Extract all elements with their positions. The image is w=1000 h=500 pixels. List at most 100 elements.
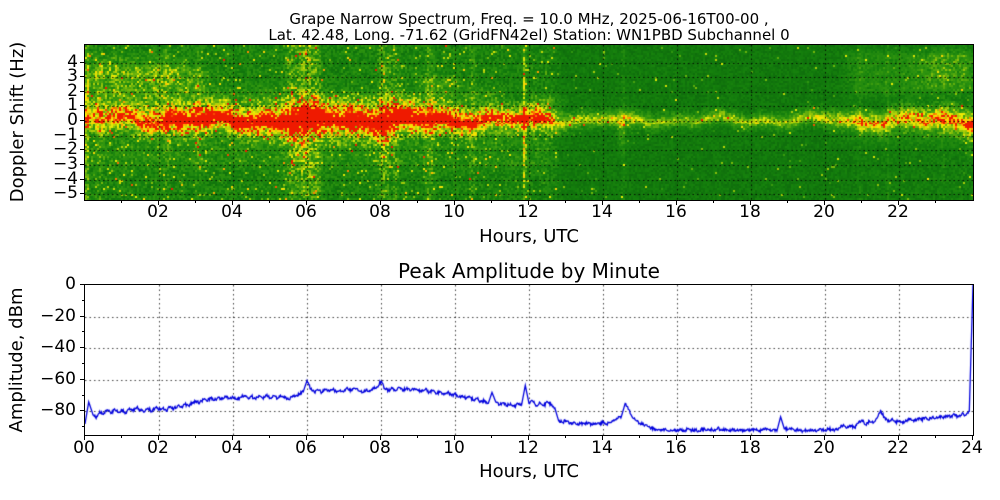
spectrogram-xtick-mark — [380, 201, 381, 205]
amplitude-xtick-mark — [232, 436, 233, 440]
spectrogram-xminortick-mark — [417, 201, 418, 203]
spectrogram-ytick-mark — [80, 91, 84, 92]
spectrogram-ytick-mark — [80, 62, 84, 63]
spectrogram-xtick-label: 08 — [369, 202, 391, 222]
spectrogram-ytick-mark — [80, 149, 84, 150]
amplitude-xtick-mark — [306, 436, 307, 440]
spectrogram-xtick-label: 04 — [221, 202, 243, 222]
spectrogram-ytick-label: 1 — [67, 95, 78, 116]
amplitude-ytick-mark — [80, 410, 84, 411]
spectrogram-xtick-mark — [158, 201, 159, 205]
amplitude-xtick-label: 14 — [591, 438, 613, 458]
spectrogram-plot — [84, 44, 974, 201]
spectrogram-xminortick-mark — [121, 201, 122, 203]
spectrogram-xtick-label: 06 — [295, 202, 317, 222]
amplitude-xminortick-mark — [639, 436, 640, 438]
amplitude-yminortick-mark — [82, 395, 84, 396]
spectrogram-xtick-mark — [232, 201, 233, 205]
amplitude-ytick-mark — [80, 379, 84, 380]
amplitude-xminortick-mark — [343, 436, 344, 438]
amplitude-xtick-label: 04 — [221, 438, 243, 458]
amplitude-xminortick-mark — [269, 436, 270, 438]
spectrogram-xminortick-mark — [639, 201, 640, 203]
amplitude-xtick-mark — [824, 436, 825, 440]
amplitude-xminortick-mark — [491, 436, 492, 438]
amplitude-xtick-label: 16 — [665, 438, 687, 458]
spectrogram-xtick-mark — [750, 201, 751, 205]
spectrogram-ytick-mark — [80, 179, 84, 180]
spectrogram-xminortick-mark — [787, 201, 788, 203]
amplitude-ytick-mark — [80, 284, 84, 285]
amplitude-xtick-mark — [602, 436, 603, 440]
amplitude-xtick-label: 08 — [369, 438, 391, 458]
spectrogram-ytick-mark — [80, 76, 84, 77]
spectrogram-xtick-mark — [898, 201, 899, 205]
spectrogram-ytick-label: 2 — [67, 80, 78, 101]
amplitude-xtick-label: 18 — [739, 438, 761, 458]
spectrogram-xminortick-mark — [713, 201, 714, 203]
amplitude-yminortick-mark — [82, 426, 84, 427]
spectrogram-xminortick-mark — [269, 201, 270, 203]
amplitude-xlabel: Hours, UTC — [479, 461, 579, 482]
amplitude-title: Peak Amplitude by Minute — [398, 259, 660, 283]
spectrogram-xtick-mark — [602, 201, 603, 205]
spectrogram-xminortick-mark — [195, 201, 196, 203]
spectrogram-ytick-label: 4 — [67, 51, 78, 72]
amplitude-xtick-mark — [750, 436, 751, 440]
spectrogram-ytick-mark — [80, 120, 84, 121]
spectrogram-xtick-label: 12 — [517, 202, 539, 222]
amplitude-xminortick-mark — [195, 436, 196, 438]
spectrogram-xminortick-mark — [565, 201, 566, 203]
amplitude-ytick-label: −80 — [40, 400, 76, 421]
amplitude-ytick-label: −40 — [40, 337, 76, 358]
spectrogram-ytick-mark — [80, 105, 84, 106]
amplitude-xtick-mark — [972, 436, 973, 440]
amplitude-xtick-label: 10 — [443, 438, 465, 458]
spectrogram-ytick-label: −5 — [52, 183, 78, 204]
spectrogram-xminortick-mark — [491, 201, 492, 203]
amplitude-xtick-label: 24 — [961, 438, 983, 458]
amplitude-yminortick-mark — [82, 331, 84, 332]
amplitude-xtick-mark — [528, 436, 529, 440]
spectrogram-ytick-label: 0 — [67, 110, 78, 131]
spectrogram-xminortick-mark — [861, 201, 862, 203]
amplitude-xminortick-mark — [565, 436, 566, 438]
spectrogram-xminortick-mark — [935, 201, 936, 203]
spectrogram-ytick-label: −4 — [52, 168, 78, 189]
spectrogram-ytick-label: −3 — [52, 153, 78, 174]
amplitude-xminortick-mark — [121, 436, 122, 438]
spectrogram-ytick-label: −1 — [52, 124, 78, 145]
amplitude-yminortick-mark — [82, 363, 84, 364]
spectrogram-ytick-label: 3 — [67, 66, 78, 87]
spectrogram-xtick-mark — [306, 201, 307, 205]
amplitude-xtick-mark — [676, 436, 677, 440]
amplitude-xminortick-mark — [713, 436, 714, 438]
amplitude-ytick-mark — [80, 316, 84, 317]
spectrogram-xtick-mark — [454, 201, 455, 205]
amplitude-xtick-label: 20 — [813, 438, 835, 458]
spectrogram-xtick-label: 20 — [813, 202, 835, 222]
spectrogram-xtick-label: 02 — [147, 202, 169, 222]
amplitude-ytick-label: −20 — [40, 305, 76, 326]
spectrogram-ytick-mark — [80, 164, 84, 165]
amplitude-xtick-label: 22 — [887, 438, 909, 458]
amplitude-yminortick-mark — [82, 300, 84, 301]
amplitude-plot — [84, 284, 974, 436]
spectrogram-ytick-mark — [80, 135, 84, 136]
spectrogram-xtick-label: 14 — [591, 202, 613, 222]
amplitude-xtick-label: 00 — [73, 438, 95, 458]
spectrogram-ylabel: Doppler Shift (Hz) — [7, 41, 28, 203]
spectrogram-xminortick-mark — [343, 201, 344, 203]
amplitude-xminortick-mark — [787, 436, 788, 438]
spectrogram-canvas — [85, 45, 973, 200]
amplitude-xtick-label: 12 — [517, 438, 539, 458]
amplitude-ylabel: Amplitude, dBm — [6, 287, 27, 433]
spectrogram-ytick-label: −2 — [52, 139, 78, 160]
spectrogram-xtick-label: 10 — [443, 202, 465, 222]
amplitude-xtick-mark — [380, 436, 381, 440]
amplitude-xtick-mark — [898, 436, 899, 440]
spectrogram-xlabel: Hours, UTC — [479, 226, 579, 247]
spectrogram-xtick-mark — [676, 201, 677, 205]
amplitude-xtick-mark — [158, 436, 159, 440]
